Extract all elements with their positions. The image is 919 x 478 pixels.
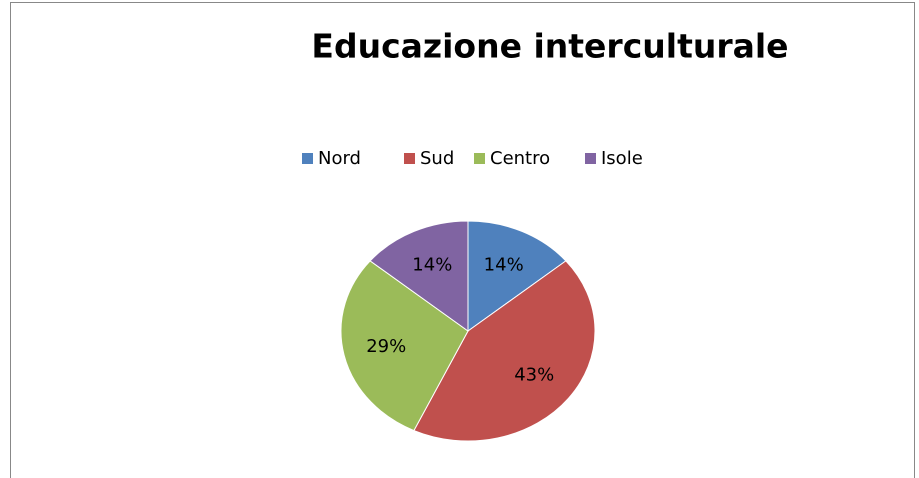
data-label: 14% xyxy=(484,254,524,275)
legend-label: Centro xyxy=(490,148,550,169)
legend-label: Nord xyxy=(318,148,361,169)
legend-label: Isole xyxy=(601,148,643,169)
data-label: 43% xyxy=(514,364,554,385)
legend-label: Sud xyxy=(420,148,454,169)
pie-slice xyxy=(369,220,469,332)
pie-slice xyxy=(467,220,567,332)
legend-swatch xyxy=(404,153,415,164)
pie-slice xyxy=(340,260,469,432)
legend-swatch xyxy=(474,153,485,164)
pie-slice xyxy=(413,260,596,442)
data-label: 29% xyxy=(366,336,406,357)
chart-title: Educazione interculturale xyxy=(311,27,788,66)
legend-swatch xyxy=(585,153,596,164)
legend-swatch xyxy=(302,153,313,164)
data-label: 14% xyxy=(412,254,452,275)
